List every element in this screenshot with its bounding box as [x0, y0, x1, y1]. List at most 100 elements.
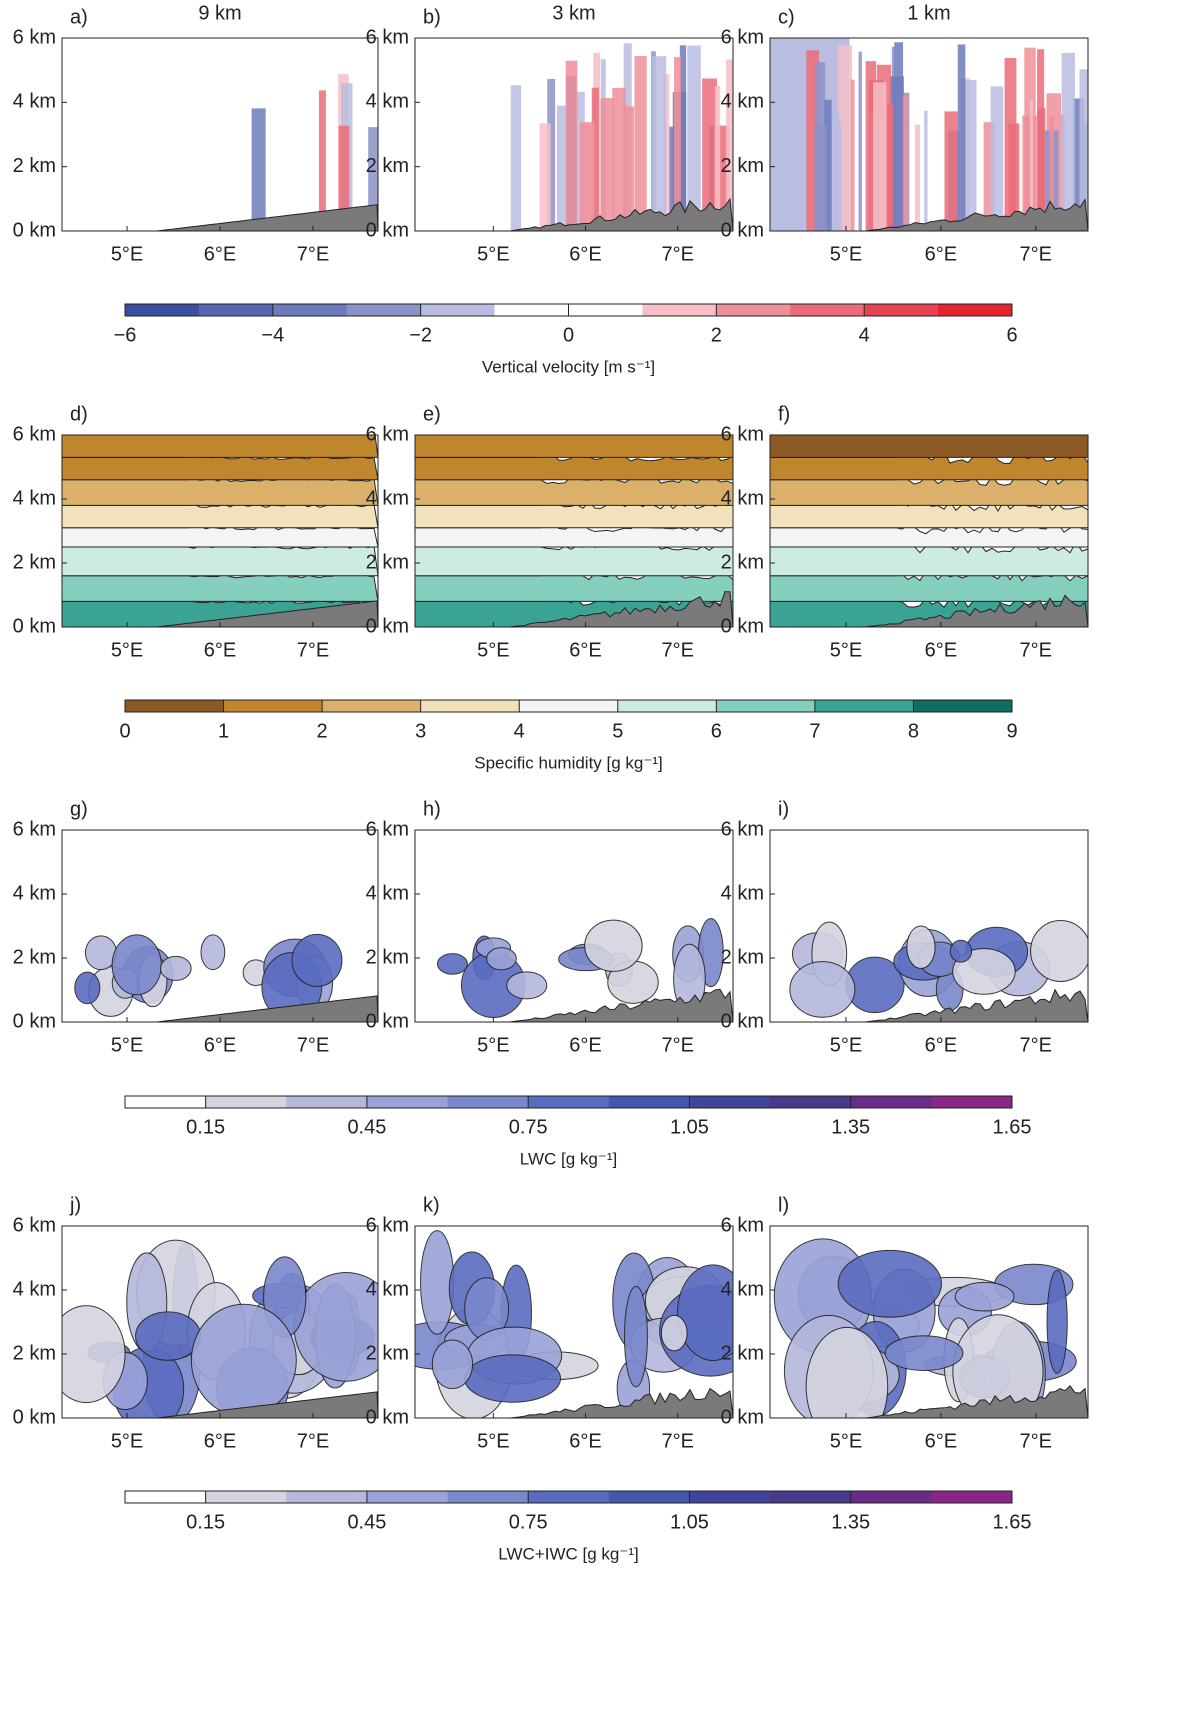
x-tick-label: 5°E [830, 243, 862, 265]
colorbar-tick-label: 1.05 [670, 1511, 709, 1533]
colorbar-segment [913, 700, 1013, 712]
field-stripe [1037, 108, 1046, 231]
panel-field [770, 38, 1088, 231]
panel-frame [414, 1225, 734, 1419]
y-tick-label: 6 km [721, 26, 764, 48]
field-stripe [837, 121, 842, 231]
panel-frame [414, 37, 734, 232]
column-title: 1 km [907, 2, 950, 24]
field-blob [952, 1314, 1044, 1418]
x-tick-label: 7°E [1020, 639, 1052, 661]
colorbar-segment [272, 304, 348, 316]
y-tick-label: 6 km [13, 1214, 56, 1236]
field-stripe [338, 125, 350, 231]
panel-field [415, 435, 733, 627]
field-stripe [873, 82, 887, 231]
colorbar-segment [223, 700, 323, 712]
field-blob [62, 1305, 126, 1404]
y-tick-label: 0 km [13, 1406, 56, 1428]
field-stripe [600, 97, 615, 231]
field-blob [837, 1249, 943, 1318]
y-tick-label: 2 km [13, 1342, 56, 1364]
field-stripe [251, 108, 266, 231]
field-blob [436, 953, 468, 975]
colorbar-tick-label: 1.65 [993, 1511, 1032, 1533]
colorbar-tick-label: 0.75 [509, 1511, 548, 1533]
panel-label: g) [70, 798, 88, 820]
field-blob [677, 1264, 733, 1361]
colorbar-segment [198, 304, 274, 316]
y-tick-label: 6 km [366, 26, 409, 48]
x-tick-label: 7°E [297, 243, 329, 265]
field-blob [431, 1339, 474, 1390]
field-stripe [1049, 116, 1055, 231]
panel-field [770, 919, 1088, 1022]
field-blob [1030, 919, 1088, 982]
x-tick-label: 6°E [204, 639, 236, 661]
panel-field [62, 74, 378, 231]
colorbar-tick-label: 1.65 [993, 1116, 1032, 1138]
colorbar-tick-label: 0.45 [347, 1116, 386, 1138]
y-tick-label: 4 km [13, 1278, 56, 1300]
colorbar-tick-label: 1.35 [831, 1511, 870, 1533]
colorbar-segment [205, 1096, 287, 1108]
panel-field [415, 918, 733, 1022]
panel-label: c) [778, 6, 795, 28]
field-blob [623, 1285, 648, 1388]
field-stripe [669, 126, 679, 231]
y-tick-label: 6 km [366, 1214, 409, 1236]
field-stripe [368, 127, 378, 231]
colorbar-segment [366, 1096, 449, 1108]
y-tick-label: 6 km [13, 26, 56, 48]
field-blob [160, 955, 192, 981]
y-tick-label: 2 km [366, 946, 409, 968]
field-band [415, 475, 733, 506]
colorbar-segment [850, 1096, 932, 1108]
panel-label: a) [70, 6, 88, 28]
field-blob [111, 934, 162, 996]
field-stripe [726, 59, 733, 231]
colorbar-tick-label: 5 [612, 720, 623, 742]
y-tick-label: 2 km [721, 155, 764, 177]
colorbar-tick-label: 1 [218, 720, 229, 742]
field-band [62, 477, 378, 506]
colorbar-tick-label: −6 [114, 324, 137, 346]
y-tick-label: 4 km [721, 882, 764, 904]
field-stripe [1004, 57, 1017, 231]
colorbar-label: Specific humidity [g kg⁻¹] [474, 753, 663, 772]
x-tick-label: 5°E [477, 243, 509, 265]
field-stripe [887, 103, 894, 231]
colorbar-label: LWC [g kg⁻¹] [520, 1149, 617, 1168]
colorbar-segment [814, 700, 914, 712]
field-stripe [963, 79, 977, 231]
field-stripe [858, 51, 862, 231]
panel-label: i) [778, 798, 789, 820]
colorbar-segment [608, 1096, 690, 1108]
colorbar-segment [931, 1096, 1013, 1108]
field-blob [135, 1311, 202, 1361]
colorbar-segment [420, 304, 496, 316]
x-tick-label: 7°E [1020, 243, 1052, 265]
colorbar-segment [864, 304, 939, 316]
colorbar-segment [205, 1491, 287, 1503]
colorbar-tick-label: −4 [261, 324, 284, 346]
x-tick-label: 5°E [111, 1430, 143, 1452]
panel-frame [414, 434, 734, 628]
field-stripe [924, 110, 928, 231]
colorbar-segment [286, 1491, 368, 1503]
y-tick-label: 4 km [13, 91, 56, 113]
field-stripe [652, 56, 667, 231]
colorbar-tick-label: 0.15 [186, 1116, 225, 1138]
y-tick-label: 4 km [721, 487, 764, 509]
terrain [62, 1391, 378, 1418]
y-tick-label: 2 km [13, 946, 56, 968]
field-stripe [850, 79, 855, 231]
panel-label: h) [423, 798, 441, 820]
field-blob [506, 971, 548, 1000]
y-tick-label: 2 km [366, 155, 409, 177]
y-tick-label: 6 km [13, 818, 56, 840]
field-blob [464, 1354, 562, 1403]
field-stripe [957, 44, 966, 231]
field-stripe [547, 78, 556, 231]
